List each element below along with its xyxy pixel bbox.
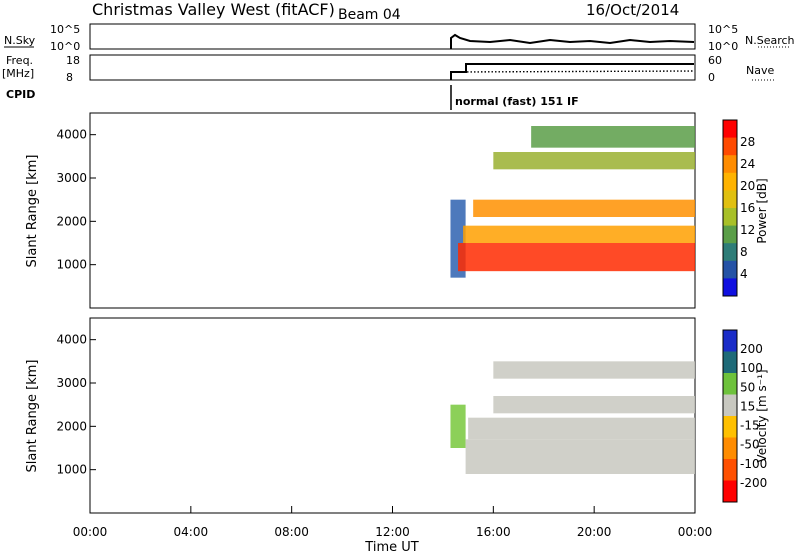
nsky-tick-high: 10^5 [50,23,80,36]
y-tick-label: 4000 [56,128,87,142]
freq-trace [450,63,694,80]
nsearch-label: N.Search [745,34,795,47]
cpid-label: CPID [6,88,35,101]
nsky-trace [450,33,695,49]
y-tick-label: 2000 [56,419,87,433]
colorbar-segment [723,225,737,244]
power-colorbar-label: Power [dB] [755,178,769,243]
power-ylabel: Slant Range [km] [25,155,40,268]
colorbar-tick-label: 20 [740,179,755,193]
colorbar-tick-label: 12 [740,223,755,237]
colorbar-segment [723,243,737,262]
velocity-panel-frame [89,317,696,514]
y-tick-label: 2000 [56,214,87,228]
nsearch-tick-high: 10^5 [708,23,738,36]
colorbar-frame [722,329,738,503]
colorbar-tick-label: -50 [740,438,760,452]
colorbar-tick-label: -15 [740,419,760,433]
nave-tick-high: 60 [708,54,722,67]
colorbar-segment [723,120,737,139]
station-title: Christmas Valley West (fitACF) [92,0,335,19]
velocity-bands [450,361,695,474]
freq-panel [89,54,696,81]
colorbar-tick-label: 100 [740,361,763,375]
colorbar-frame [722,119,738,297]
colorbar-segment [723,278,737,297]
time-axis-ticks: 00:00 04:00 08:00 12:00 16:00 20:00 00:00 [73,506,713,539]
freq-label: Freq. [6,54,33,67]
freq-tick-low: 8 [66,71,73,84]
echo-band-0-1 [458,243,695,272]
colorbar-segment [723,351,737,374]
colorbar-segment [723,480,737,503]
x-tick-label: 20:00 [577,525,612,539]
colorbar-segment [723,416,737,438]
colorbar-segment [723,208,737,227]
beam-label: Beam 04 [338,7,401,23]
colorbar-tick-label: 50 [740,380,755,394]
power-y-ticks: 1000 2000 3000 4000 [56,128,96,272]
colorbar-segment [723,260,737,279]
velocity-heatmap: 1000 2000 3000 4000 Slant Range [km] 200 100… [25,317,769,554]
freq-tick-high: 18 [66,54,80,67]
x-tick-label: 08:00 [274,525,309,539]
date-label: 16/Oct/2014 [586,1,679,19]
x-tick-label: 12:00 [375,525,410,539]
power-bands [450,126,695,278]
colorbar-tick-label: -200 [740,476,767,490]
colorbar-segment [723,190,737,209]
echo-band-0-3 [473,199,695,217]
nsearch-tick-low: 10^0 [708,40,738,53]
colorbar-tick-label: 16 [740,201,755,215]
power-colorbar: 28 24 20 16 12 8 4 [722,119,755,297]
colorbar-tick-label: 8 [740,245,748,259]
colorbar-segment [723,137,737,156]
x-tick-label: 00:00 [73,525,108,539]
x-tick-label: 04:00 [174,525,209,539]
colorbar-segment [723,330,737,352]
power-heatmap: 1000 2000 3000 4000 Slant Range [km] 28 24 20… [25,112,769,309]
colorbar-segment [723,437,737,460]
y-tick-label: 1000 [56,258,87,272]
colorbar-segment [723,373,737,395]
nsky-panel [89,23,696,50]
velocity-colorbar: 200 100 50 15 -15 -50 -100 -200 [722,329,767,503]
echo-band-1-2 [468,417,695,440]
y-tick-label: 3000 [56,171,87,185]
echo-band-1-1 [465,439,695,474]
x-tick-label: 16:00 [476,525,511,539]
y-tick-label: 4000 [56,333,87,347]
colorbar-tick-label: -100 [740,457,767,471]
x-tick-label: 00:00 [678,525,713,539]
y-tick-label: 3000 [56,376,87,390]
nave-trace [452,70,695,73]
echo-band-1-4 [493,361,695,379]
colorbar-tick-label: 24 [740,157,755,171]
time-axis-label: Time UT [364,540,418,554]
echo-band-0-4 [493,152,695,170]
nsky-tick-low: 10^0 [50,40,80,53]
y-tick-label: 1000 [56,463,87,477]
nsky-label: N.Sky [4,34,36,47]
colorbar-segment [723,459,737,481]
colorbar-tick-label: 4 [740,267,748,281]
colorbar-tick-label: 15 [740,399,755,413]
colorbar-segment [723,394,737,417]
echo-band-1-0 [450,404,466,448]
colorbar-tick-label: 200 [740,342,763,356]
nave-tick-low: 0 [708,71,715,84]
freq-unit: [MHz] [2,67,34,80]
cpid-text: normal (fast) 151 IF [455,95,579,108]
colorbar-segment [723,155,737,174]
nave-label: Nave [746,64,774,77]
velocity-colorbar-label: Velocity [m s⁻¹] [755,369,769,462]
echo-band-1-3 [493,396,695,414]
echo-band-0-5 [531,126,695,148]
colorbar-tick-label: 28 [740,135,755,149]
echo-band-0-2 [463,225,695,243]
colorbar-segment [723,172,737,191]
velocity-ylabel: Slant Range [km] [25,360,40,473]
velocity-y-ticks: 1000 2000 3000 4000 [56,333,96,477]
